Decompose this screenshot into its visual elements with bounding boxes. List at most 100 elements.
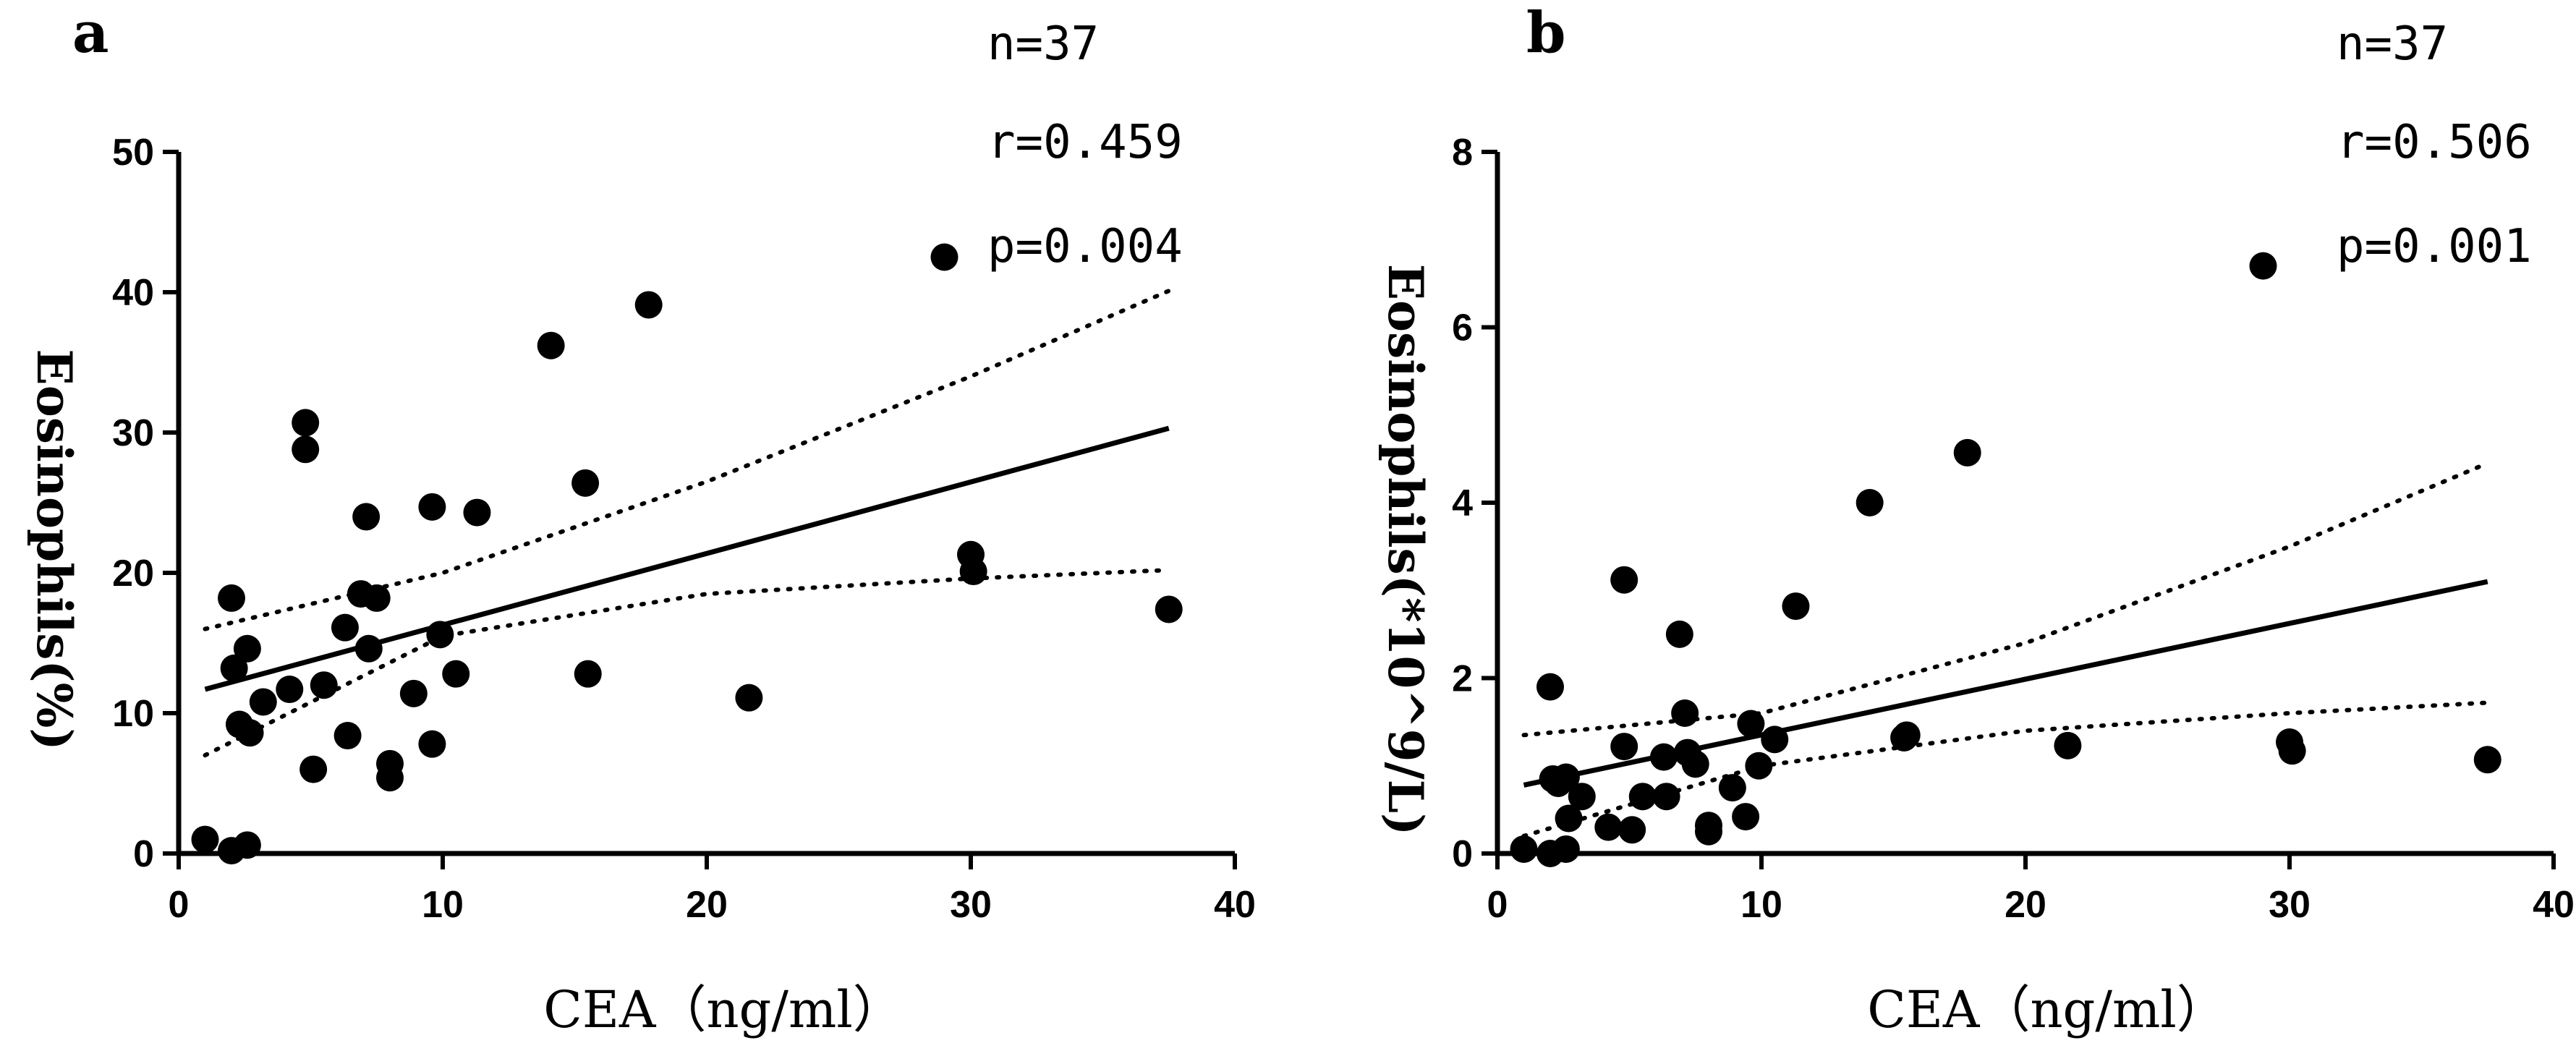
panel-a: a n=37 r=0.459 p=0.004 Eosinophils(%) CE…: [26, 0, 1256, 1039]
data-point-b: [1628, 783, 1657, 811]
x-tick-label-b: 40: [2533, 884, 2575, 926]
stat-r-a: r=0.459: [987, 116, 1183, 169]
data-point-b: [1745, 752, 1773, 780]
panel-letter-a: a: [72, 0, 109, 66]
data-point-a: [233, 831, 261, 859]
x-tick-label-a: 20: [686, 884, 728, 926]
data-point-b: [1953, 438, 1981, 467]
data-point-b: [1555, 804, 1583, 833]
x-axis-label-a: CEA（ng/ml）: [543, 980, 903, 1039]
y-tick-label-a: 0: [133, 833, 154, 875]
regression-line-a: [204, 425, 1170, 692]
data-point-b: [2473, 746, 2501, 774]
data-point-a: [233, 634, 261, 663]
data-point-b: [1652, 783, 1680, 811]
data-point-a: [292, 435, 320, 464]
data-point-b: [1510, 835, 1538, 863]
stat-r-b: r=0.506: [2337, 116, 2532, 169]
data-point-a: [333, 722, 362, 750]
data-point-a: [331, 613, 359, 642]
data-point-a: [292, 409, 320, 437]
data-point-a: [220, 654, 248, 682]
data-point-a: [426, 621, 454, 649]
data-point-a: [537, 331, 565, 359]
y-tick-label-a: 30: [112, 412, 154, 454]
data-point-a: [571, 469, 600, 497]
x-tick-label-b: 20: [2005, 884, 2046, 926]
data-point-a: [959, 558, 987, 586]
data-point-a: [352, 503, 381, 531]
x-axis-label-b: CEA（ng/ml）: [1867, 980, 2227, 1039]
panel-letter-b: b: [1526, 0, 1566, 66]
stat-p-b: p=0.001: [2337, 220, 2532, 273]
data-point-b: [1610, 566, 1638, 594]
data-point-b: [1671, 699, 1699, 727]
data-point-b: [1695, 812, 1722, 840]
x-tick-label-a: 10: [422, 884, 464, 926]
data-point-a: [442, 660, 470, 688]
y-tick-label-b: 8: [1452, 132, 1473, 174]
x-tick-label-b: 0: [1487, 884, 1508, 926]
data-point-b: [1536, 673, 1564, 701]
data-point-b: [1737, 710, 1765, 738]
data-point-b: [1892, 721, 1921, 749]
data-point-a: [362, 584, 391, 612]
data-point-b: [1649, 743, 1678, 771]
y-tick-label-b: 2: [1452, 658, 1473, 700]
data-point-a: [418, 493, 446, 521]
data-point-b: [1610, 733, 1638, 761]
data-point-b: [1552, 763, 1580, 791]
data-point-b: [1718, 774, 1746, 802]
data-point-a: [574, 660, 602, 688]
stat-p-a: p=0.004: [987, 220, 1183, 273]
stat-n-a: n=37: [987, 17, 1099, 71]
x-tick-label-b: 30: [2269, 884, 2311, 926]
y-tick-label-a: 20: [112, 553, 154, 595]
ci-upper-line-b: [1521, 461, 2490, 738]
data-point-b: [1732, 803, 1760, 831]
data-point-b: [1761, 725, 1789, 754]
data-point-b: [1568, 783, 1596, 811]
data-point-b: [1681, 750, 1709, 778]
data-point-b: [1665, 620, 1693, 648]
y-tick-label-a: 40: [112, 272, 154, 314]
data-point-b: [1594, 813, 1623, 841]
data-point-a: [276, 676, 304, 704]
y-axis-label-b: Eosinophils(*10^9/L): [1377, 264, 1434, 836]
data-point-a: [463, 498, 491, 527]
y-tick-label-a: 10: [112, 693, 154, 735]
data-point-b: [1782, 592, 1810, 621]
data-point-a: [236, 719, 264, 747]
data-point-a: [310, 671, 338, 699]
y-tick-label-a: 50: [112, 132, 154, 174]
data-point-a: [634, 291, 663, 319]
data-point-b: [1618, 816, 1646, 844]
data-point-a: [930, 243, 958, 271]
data-point-a: [218, 584, 245, 612]
data-point-a: [418, 730, 446, 758]
panel-b: b n=37 r=0.506 p=0.001 Eosinophils(*10^9…: [1377, 0, 2575, 1039]
data-point-a: [191, 825, 219, 853]
plot-area-b: 0 2 4 6 8 0 10 20 30 40: [1452, 132, 2575, 926]
y-tick-label-b: 4: [1452, 482, 1473, 524]
data-point-b: [2054, 731, 2082, 759]
data-point-a: [354, 634, 383, 663]
ci-lower-line-a: [203, 568, 1171, 758]
plot-area-a: 0 10 20 30 40 50 0 10 20 30 40: [112, 132, 1256, 926]
data-point-a: [1155, 595, 1183, 623]
x-tick-label-a: 0: [169, 884, 190, 926]
x-tick-label-a: 40: [1214, 884, 1256, 926]
data-point-a: [399, 679, 428, 707]
data-point-a: [299, 755, 328, 783]
data-point-b: [2249, 252, 2277, 280]
x-tick-label-a: 30: [950, 884, 992, 926]
y-tick-label-b: 0: [1452, 833, 1473, 875]
x-tick-label-b: 10: [1740, 884, 1782, 926]
stat-n-b: n=37: [2337, 17, 2448, 71]
y-tick-label-b: 6: [1452, 307, 1473, 349]
y-axis-label-a: Eosinophils(%): [26, 349, 82, 750]
data-point-b: [2278, 737, 2306, 765]
data-point-b: [1856, 489, 1884, 516]
data-point-a: [735, 684, 763, 712]
